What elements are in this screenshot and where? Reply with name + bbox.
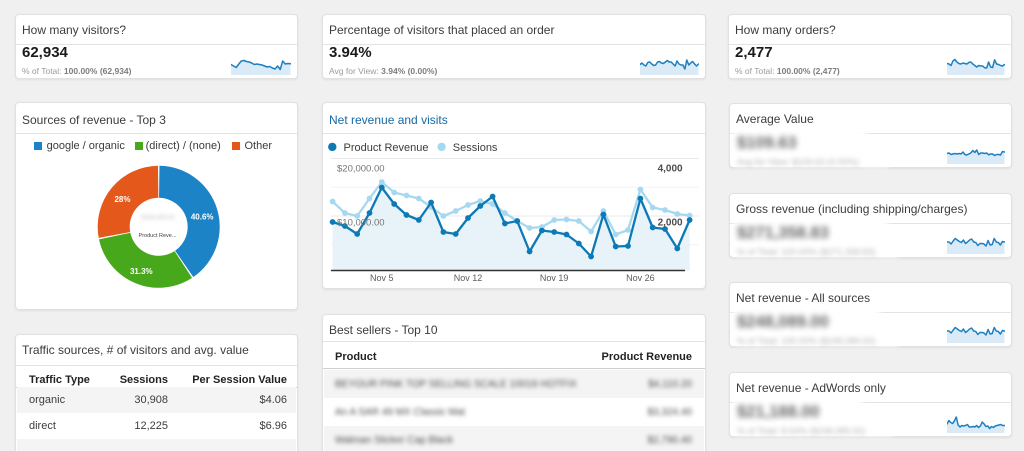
svg-text:$20,000.00: $20,000.00 xyxy=(337,163,385,174)
svg-text:Nov 5: Nov 5 xyxy=(370,273,394,283)
svg-text:28%: 28% xyxy=(114,195,130,204)
svg-text:$10,000.00: $10,000.00 xyxy=(337,217,385,228)
svg-text:Sessions: Sessions xyxy=(453,142,498,154)
svg-text:40.6%: 40.6% xyxy=(191,213,214,222)
svg-text:Nov 19: Nov 19 xyxy=(540,273,569,283)
svg-text:Nov 26: Nov 26 xyxy=(626,273,655,283)
svg-text:Product Revenue: Product Revenue xyxy=(344,142,429,154)
svg-text:31.3%: 31.3% xyxy=(130,267,153,276)
svg-text:4,000: 4,000 xyxy=(658,163,683,174)
svg-text:2,000: 2,000 xyxy=(658,217,683,228)
svg-text:Nov 12: Nov 12 xyxy=(454,273,483,283)
